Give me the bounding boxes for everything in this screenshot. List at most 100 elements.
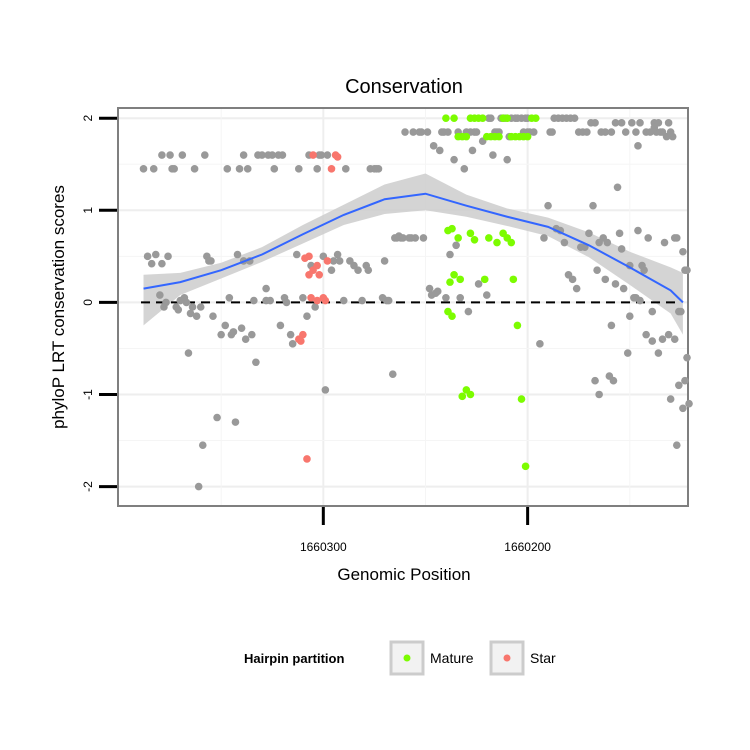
point-other xyxy=(393,234,401,242)
point-other xyxy=(268,151,277,159)
point-other xyxy=(174,305,183,314)
axes: -2 -1 0 1 2 1660300 1660200 xyxy=(81,115,551,554)
point-other xyxy=(323,151,332,159)
point-other xyxy=(423,128,432,136)
point-other xyxy=(450,155,458,164)
point-other xyxy=(666,128,675,136)
point-other xyxy=(288,340,297,348)
point-other xyxy=(427,291,436,299)
point-mature xyxy=(446,278,454,286)
point-other xyxy=(409,128,418,136)
point-other xyxy=(456,293,465,302)
point-other xyxy=(670,335,679,344)
point-other xyxy=(401,128,409,136)
point-other xyxy=(198,441,207,449)
point-other xyxy=(286,330,295,339)
point-other xyxy=(583,128,591,136)
point-other xyxy=(188,303,197,311)
point-other xyxy=(229,328,238,336)
x-tick-label: 1660200 xyxy=(504,540,551,554)
point-other xyxy=(339,296,348,305)
point-other xyxy=(311,303,319,311)
point-other xyxy=(636,119,644,127)
point-other xyxy=(664,330,673,339)
point-other xyxy=(685,399,693,408)
point-other xyxy=(162,298,170,307)
point-other xyxy=(472,128,481,136)
point-other xyxy=(346,257,354,265)
point-other xyxy=(442,293,450,302)
point-other xyxy=(603,238,612,247)
point-mature xyxy=(448,312,456,321)
legend: Hairpin partition Mature Star xyxy=(244,640,556,676)
point-other xyxy=(625,312,634,321)
point-other xyxy=(243,165,252,173)
point-other xyxy=(654,349,663,357)
point-other xyxy=(617,119,626,127)
point-other xyxy=(675,381,683,390)
point-other xyxy=(201,151,209,159)
legend-star-swatch xyxy=(503,654,511,662)
point-mature xyxy=(470,235,479,244)
point-other xyxy=(632,128,640,136)
point-other xyxy=(417,128,426,136)
point-other xyxy=(143,252,152,261)
point-mature xyxy=(532,114,540,123)
point-other xyxy=(435,146,444,155)
point-other xyxy=(658,335,667,344)
point-star xyxy=(327,165,336,173)
point-mature xyxy=(462,132,471,141)
point-mature xyxy=(466,229,475,238)
point-other xyxy=(233,250,242,259)
point-mature xyxy=(480,275,489,284)
point-mature xyxy=(448,224,456,233)
point-mature xyxy=(450,270,458,279)
point-other xyxy=(190,165,199,173)
grid xyxy=(119,109,687,505)
point-other xyxy=(221,321,230,330)
point-other xyxy=(593,266,601,274)
point-other xyxy=(681,376,689,385)
point-other xyxy=(354,266,362,274)
point-other xyxy=(683,353,691,362)
point-other xyxy=(321,386,330,394)
point-mature xyxy=(466,390,475,399)
point-other xyxy=(313,165,321,173)
point-other xyxy=(660,238,669,247)
point-other xyxy=(460,165,469,173)
point-other xyxy=(329,257,338,265)
point-other xyxy=(474,280,483,288)
point-other xyxy=(250,296,258,305)
point-other xyxy=(464,307,473,316)
point-other xyxy=(648,337,657,345)
y-tick-label: 1 xyxy=(81,207,95,214)
point-other xyxy=(544,201,552,210)
point-other xyxy=(611,280,620,288)
point-other xyxy=(327,266,336,274)
point-other xyxy=(223,165,232,173)
point-other xyxy=(248,330,256,339)
x-tick-label: 1660300 xyxy=(300,540,347,554)
point-mature xyxy=(513,321,522,330)
point-other xyxy=(634,142,642,150)
legend-label-star: Star xyxy=(530,650,556,666)
point-other xyxy=(270,165,279,173)
point-other xyxy=(207,257,215,265)
point-other xyxy=(628,119,636,127)
point-mature xyxy=(458,392,467,401)
point-other xyxy=(607,128,616,136)
point-other xyxy=(487,114,495,123)
legend-title: Hairpin partition xyxy=(244,651,344,666)
point-mature xyxy=(517,395,526,403)
point-other xyxy=(299,293,307,302)
point-other xyxy=(452,241,460,250)
point-other xyxy=(672,441,681,449)
point-other xyxy=(241,335,250,344)
point-other xyxy=(619,284,628,293)
y-tick-label: -1 xyxy=(81,389,95,400)
point-other xyxy=(292,250,301,259)
point-other xyxy=(642,330,650,339)
point-other xyxy=(489,151,497,159)
point-mature xyxy=(478,114,487,123)
